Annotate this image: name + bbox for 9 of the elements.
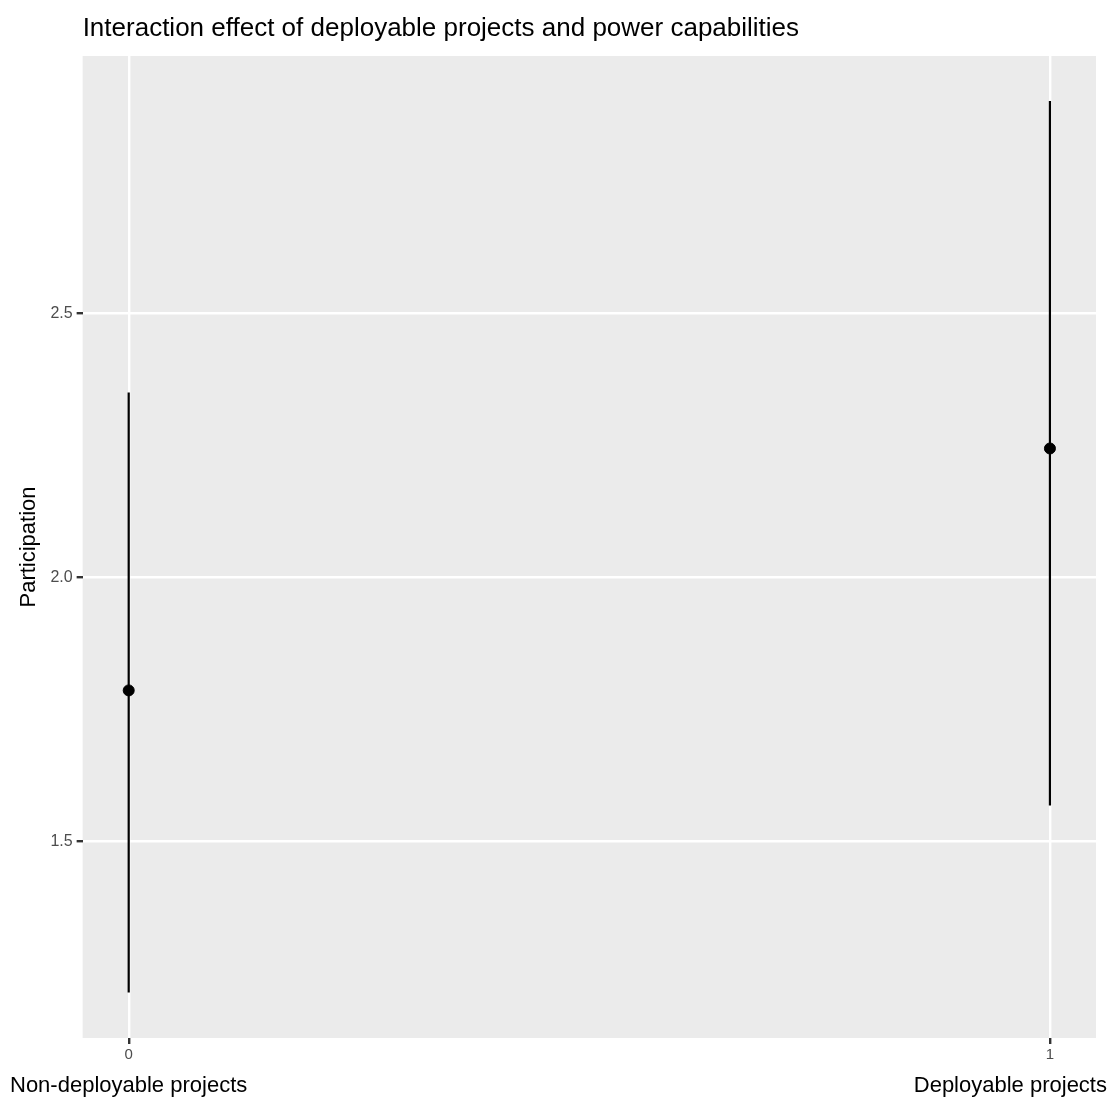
text: Deployable projects [913,1072,1107,1097]
text: Non-deployable projects [10,1072,248,1097]
y-tick-label: 1.5 [50,831,73,849]
x-tick-label: 1 [1045,1045,1055,1063]
x-tick-label: 0 [124,1045,133,1063]
y-axis-title: Participation [15,486,41,608]
y-tick-label: 2.5 [50,303,73,321]
y-tick-label: 2.0 [50,567,73,585]
chart-title: Interaction effect of deployable projects and power capabilities [82,12,800,42]
